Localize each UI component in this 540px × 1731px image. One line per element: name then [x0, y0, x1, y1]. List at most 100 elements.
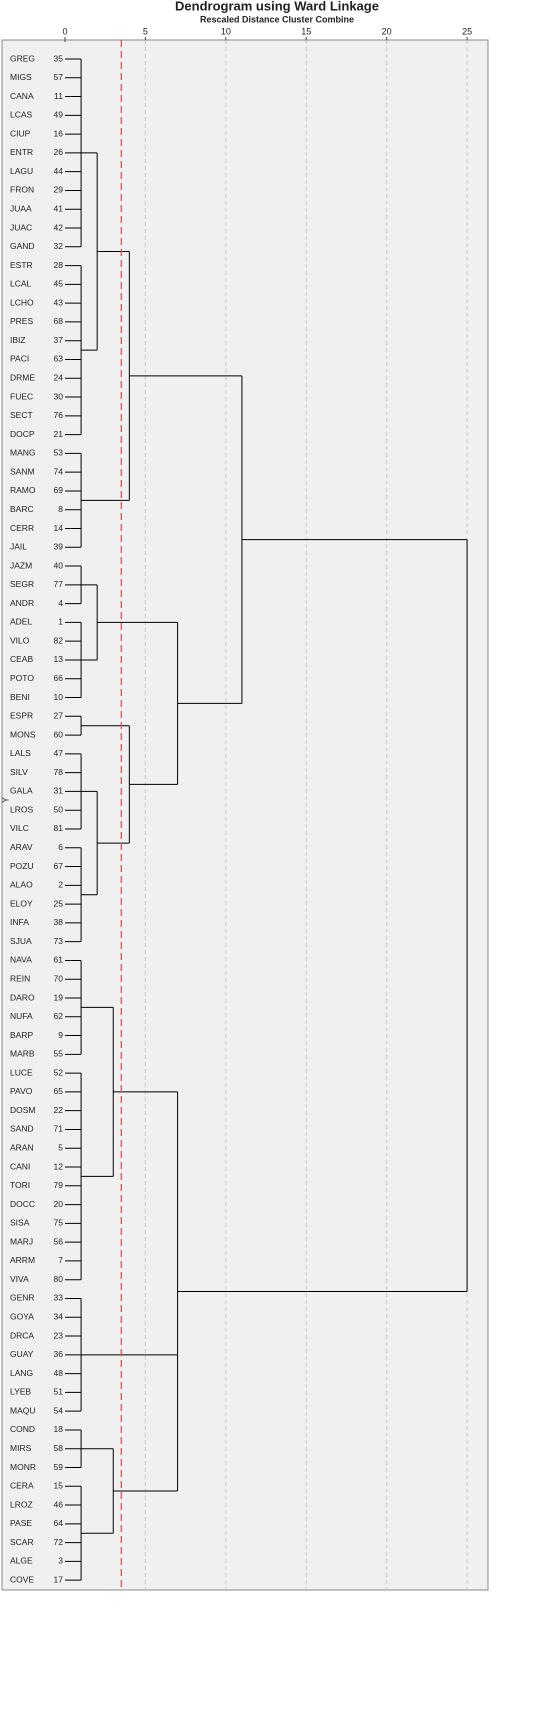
leaf-id: 34 — [54, 1312, 64, 1322]
leaf-id: 57 — [54, 72, 64, 82]
leaf-id: 12 — [54, 1161, 64, 1171]
leaf-label: MONS — [10, 729, 36, 739]
leaf-id: 33 — [54, 1293, 64, 1303]
leaf-id: 58 — [54, 1443, 64, 1453]
leaf-label: LCHO — [10, 297, 34, 307]
x-tick-label: 5 — [143, 26, 148, 36]
leaf-label: ANDR — [10, 598, 34, 608]
leaf-label: CANA — [10, 91, 34, 101]
leaf-id: 7 — [58, 1255, 63, 1265]
leaf-id: 22 — [54, 1105, 64, 1115]
leaf-label: SJUA — [10, 936, 32, 946]
x-tick-label: 15 — [301, 26, 311, 36]
leaf-id: 66 — [54, 673, 64, 683]
leaf-id: 69 — [54, 485, 64, 495]
leaf-id: 8 — [58, 504, 63, 514]
leaf-label: MANG — [10, 448, 36, 458]
leaf-label: FRON — [10, 185, 34, 195]
leaf-label: DOCC — [10, 1199, 35, 1209]
leaf-label: GAND — [10, 241, 35, 251]
leaf-id: 62 — [54, 1011, 64, 1021]
leaf-label: ELOY — [10, 898, 33, 908]
leaf-label: ARAV — [10, 842, 33, 852]
leaf-label: GOYA — [10, 1312, 34, 1322]
leaf-label: MARJ — [10, 1236, 33, 1246]
leaf-label: PACI — [10, 354, 29, 364]
leaf-id: 24 — [54, 373, 64, 383]
leaf-label: LROS — [10, 804, 33, 814]
x-tick-label: 10 — [221, 26, 231, 36]
leaf-id: 54 — [54, 1405, 64, 1415]
leaf-label: TORI — [10, 1180, 30, 1190]
leaf-id: 82 — [54, 635, 64, 645]
leaf-label: SECT — [10, 410, 33, 420]
leaf-label: RAMO — [10, 485, 36, 495]
leaf-label: ALAO — [10, 880, 33, 890]
leaf-id: 4 — [58, 598, 63, 608]
leaf-id: 71 — [54, 1124, 64, 1134]
leaf-label: SEGR — [10, 579, 34, 589]
leaf-label: MIRS — [10, 1443, 32, 1453]
leaf-id: 59 — [54, 1462, 64, 1472]
leaf-id: 9 — [58, 1030, 63, 1040]
leaf-label: ESTR — [10, 260, 33, 270]
leaf-id: 61 — [54, 955, 64, 965]
chart-title: Dendrogram using Ward Linkage — [175, 0, 379, 13]
leaf-id: 40 — [54, 560, 64, 570]
leaf-label: COVE — [10, 1574, 34, 1584]
leaf-id: 41 — [54, 203, 64, 213]
leaf-id: 30 — [54, 391, 64, 401]
leaf-label: ARRM — [10, 1255, 35, 1265]
leaf-id: 17 — [54, 1574, 64, 1584]
leaf-label: SILV — [10, 767, 28, 777]
leaf-label: GALA — [10, 786, 33, 796]
leaf-id: 67 — [54, 861, 64, 871]
leaf-label: MIGS — [10, 72, 32, 82]
leaf-label: JAIL — [10, 542, 27, 552]
leaf-id: 51 — [54, 1387, 64, 1397]
leaf-label: POTO — [10, 673, 34, 683]
x-tick-label: 0 — [62, 26, 67, 36]
leaf-id: 78 — [54, 767, 64, 777]
leaf-id: 63 — [54, 354, 64, 364]
leaf-id: 31 — [54, 786, 64, 796]
leaf-id: 32 — [54, 241, 64, 251]
leaf-id: 11 — [54, 91, 63, 101]
leaf-id: 43 — [54, 297, 64, 307]
leaf-id: 45 — [54, 279, 64, 289]
leaf-id: 72 — [54, 1537, 64, 1547]
leaf-id: 74 — [54, 466, 64, 476]
leaf-label: JUAA — [10, 203, 32, 213]
leaf-id: 13 — [54, 654, 64, 664]
leaf-id: 6 — [58, 842, 63, 852]
leaf-id: 16 — [54, 128, 64, 138]
leaf-label: LANG — [10, 1368, 33, 1378]
leaf-id: 80 — [54, 1274, 64, 1284]
leaf-id: 10 — [54, 692, 64, 702]
leaf-label: LAGU — [10, 166, 33, 176]
leaf-label: SANM — [10, 466, 35, 476]
leaf-label: CIUP — [10, 128, 31, 138]
leaf-label: VILC — [10, 823, 29, 833]
leaf-id: 56 — [54, 1236, 64, 1246]
leaf-label: MARB — [10, 1049, 35, 1059]
leaf-id: 50 — [54, 804, 64, 814]
leaf-id: 14 — [54, 523, 64, 533]
leaf-id: 49 — [54, 110, 64, 120]
y-axis-label: Y — [0, 797, 10, 803]
leaf-label: DRCA — [10, 1330, 34, 1340]
leaf-id: 76 — [54, 410, 64, 420]
leaf-label: BARP — [10, 1030, 33, 1040]
leaf-id: 60 — [54, 729, 64, 739]
leaf-label: DOSM — [10, 1105, 36, 1115]
leaf-label: MAQU — [10, 1405, 36, 1415]
leaf-label: REIN — [10, 973, 30, 983]
leaf-id: 75 — [54, 1218, 64, 1228]
leaf-label: ADEL — [10, 617, 32, 627]
leaf-label: SAND — [10, 1124, 34, 1134]
leaf-label: MONR — [10, 1462, 36, 1472]
leaf-id: 1 — [58, 617, 63, 627]
leaf-label: LYEB — [10, 1387, 31, 1397]
leaf-label: BARC — [10, 504, 34, 514]
